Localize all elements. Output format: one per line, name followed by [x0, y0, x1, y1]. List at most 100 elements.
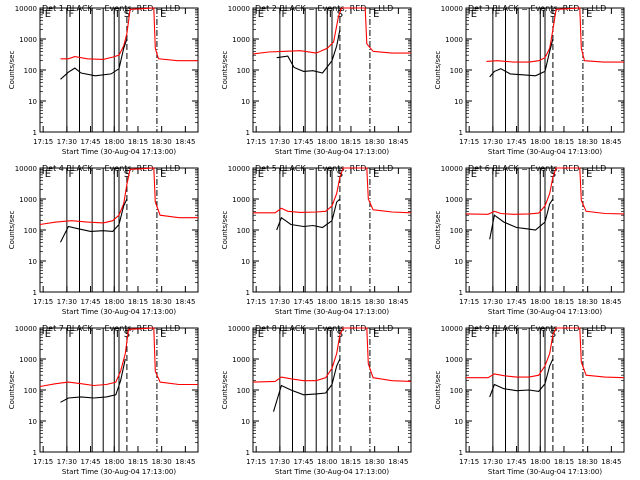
- x-tick-label: 18:15: [554, 458, 574, 466]
- y-tick-label: 1000: [19, 356, 37, 364]
- interval-letter: I: [116, 169, 119, 180]
- x-tick-label: 18:30: [578, 458, 598, 466]
- interval-letter: I: [542, 9, 545, 20]
- y-tick-label: 10000: [15, 325, 37, 333]
- x-tick-label: 18:00: [104, 138, 124, 146]
- interval-letter: F: [68, 169, 74, 180]
- interval-letter: E: [373, 329, 379, 340]
- interval-letter: I: [542, 169, 545, 180]
- x-tick-label: 17:15: [33, 138, 53, 146]
- y-tick-label: 10000: [441, 165, 463, 173]
- x-tick-label: 17:45: [293, 138, 313, 146]
- x-tick-label: 18:15: [341, 138, 361, 146]
- x-tick-label: 18:30: [152, 138, 172, 146]
- x-tick-label: 18:30: [152, 458, 172, 466]
- y-tick-label: 1000: [232, 356, 250, 364]
- interval-letter: S: [550, 9, 556, 20]
- y-tick-label: 10000: [15, 5, 37, 13]
- y-tick-label: 10000: [228, 325, 250, 333]
- x-tick-label: 17:30: [270, 298, 290, 306]
- x-tick-label: 17:45: [506, 298, 526, 306]
- x-tick-label: 17:45: [293, 458, 313, 466]
- x-tick-label: 17:30: [57, 458, 77, 466]
- panel-title: Det 7 BLACK = Events, RED = LLD: [42, 324, 180, 333]
- panel-title: Det 2 BLACK = Events, RED = LLD: [255, 4, 393, 13]
- x-tick-label: 18:15: [554, 138, 574, 146]
- black-series-line: [60, 38, 128, 80]
- interval-letter: E: [586, 9, 592, 20]
- x-tick-label: 18:15: [341, 458, 361, 466]
- interval-letter: E: [160, 169, 166, 180]
- x-tick-label: 17:15: [33, 298, 53, 306]
- panel-title: Det 6 BLACK = Events, RED = LLD: [468, 164, 606, 173]
- black-series-line: [276, 29, 341, 74]
- x-tick-label: 18:30: [365, 458, 385, 466]
- y-axis-label: Counts/sec: [434, 371, 442, 410]
- interval-letter: S: [124, 329, 130, 340]
- y-tick-label: 1000: [445, 196, 463, 204]
- interval-letter: F: [281, 329, 287, 340]
- interval-letter: F: [494, 329, 500, 340]
- y-tick-label: 10: [28, 258, 37, 266]
- panel-title: Det 1 BLACK = Events, RED = LLD: [42, 4, 180, 13]
- y-tick-label: 1000: [232, 196, 250, 204]
- y-axis-label: Counts/sec: [8, 51, 16, 90]
- x-tick-label: 18:45: [175, 138, 195, 146]
- x-tick-label: 18:30: [578, 138, 598, 146]
- interval-letter: E: [258, 9, 264, 20]
- x-axis-label: Start Time (30-Aug-04 17:13:00): [275, 148, 389, 156]
- interval-letter: E: [160, 9, 166, 20]
- y-tick-label: 100: [24, 387, 37, 395]
- interval-letter: E: [373, 169, 379, 180]
- x-axis-label: Start Time (30-Aug-04 17:13:00): [62, 308, 176, 316]
- interval-letter: E: [471, 329, 477, 340]
- interval-letter: E: [586, 169, 592, 180]
- interval-letter: F: [68, 329, 74, 340]
- x-tick-label: 17:30: [483, 458, 503, 466]
- x-tick-label: 18:15: [554, 298, 574, 306]
- black-series-line: [489, 38, 554, 78]
- panel-title: Det 3 BLACK = Events, RED = LLD: [468, 4, 606, 13]
- panel-title: Det 9 BLACK = Events, RED = LLD: [468, 324, 606, 333]
- y-tick-label: 1: [459, 289, 463, 297]
- x-tick-label: 18:15: [341, 298, 361, 306]
- red-series-line: [486, 7, 624, 63]
- interval-letter: E: [160, 329, 166, 340]
- x-tick-label: 18:45: [175, 458, 195, 466]
- y-tick-label: 100: [237, 227, 250, 235]
- y-tick-label: 10: [28, 418, 37, 426]
- y-tick-label: 1: [246, 289, 250, 297]
- x-tick-label: 18:15: [128, 298, 148, 306]
- interval-letter: F: [494, 9, 500, 20]
- y-tick-label: 10: [241, 98, 250, 106]
- x-tick-label: 18:30: [152, 298, 172, 306]
- x-tick-label: 17:30: [483, 298, 503, 306]
- x-tick-label: 18:45: [388, 138, 408, 146]
- interval-letter: E: [471, 9, 477, 20]
- red-series-line: [465, 167, 625, 215]
- x-tick-label: 18:45: [601, 298, 621, 306]
- panel-title: Det 4 BLACK = Events, RED = LLD: [42, 164, 180, 173]
- black-series-line: [272, 358, 341, 412]
- red-series-line: [39, 327, 198, 388]
- interval-letter: I: [329, 329, 332, 340]
- interval-letter: I: [329, 9, 332, 20]
- x-tick-label: 17:15: [33, 458, 53, 466]
- x-tick-label: 17:30: [57, 138, 77, 146]
- interval-letter: F: [281, 169, 287, 180]
- interval-letter: E: [471, 169, 477, 180]
- y-tick-label: 100: [24, 67, 37, 75]
- x-tick-label: 18:00: [104, 298, 124, 306]
- x-tick-label: 17:30: [270, 138, 290, 146]
- y-axis-label: Counts/sec: [8, 371, 16, 410]
- x-tick-label: 18:00: [530, 458, 550, 466]
- y-tick-label: 10: [241, 258, 250, 266]
- y-axis-label: Counts/sec: [434, 51, 442, 90]
- x-tick-label: 17:15: [246, 138, 266, 146]
- interval-letter: F: [281, 9, 287, 20]
- y-axis-label: Counts/sec: [434, 211, 442, 250]
